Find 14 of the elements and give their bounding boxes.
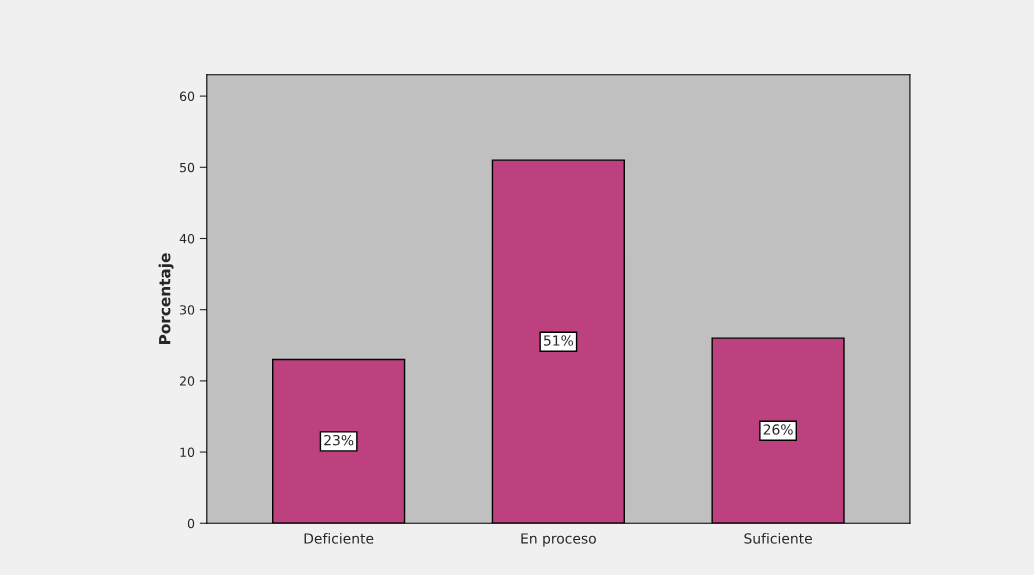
x-tick-label: En proceso bbox=[521, 533, 596, 547]
x-tick-label: Suficiente bbox=[744, 532, 812, 544]
x-tick-label: Deficiente bbox=[304, 532, 374, 544]
y-tick-label: 10 bbox=[180, 447, 195, 457]
y-tick-label: 30 bbox=[180, 305, 195, 315]
y-tick-label: 20 bbox=[180, 376, 195, 386]
y-axis-title: Porcentaje bbox=[158, 253, 174, 344]
data-label: 26% bbox=[763, 424, 793, 435]
y-tick-label: 60 bbox=[179, 91, 195, 102]
y-tick-label: 0 bbox=[187, 518, 195, 529]
y-tick-label: 50 bbox=[180, 162, 195, 173]
data-label: 23% bbox=[324, 434, 354, 446]
data-label: 51% bbox=[544, 335, 574, 346]
y-tick-label: 40 bbox=[179, 233, 195, 244]
